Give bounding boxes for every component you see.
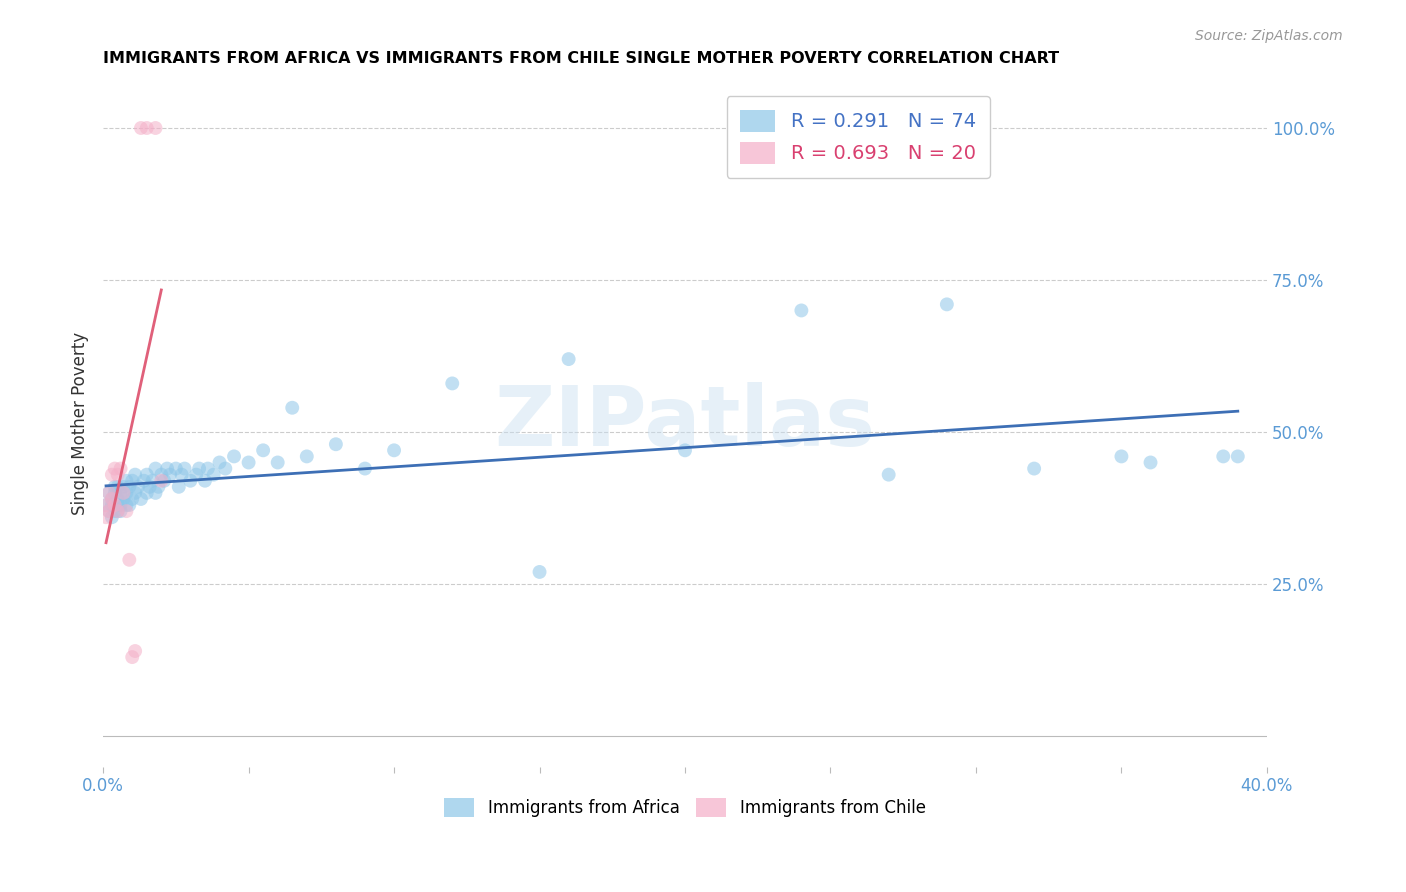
Point bbox=[135, 486, 157, 500]
Point bbox=[935, 297, 957, 311]
Point bbox=[124, 486, 146, 500]
Point bbox=[194, 474, 217, 488]
Text: ZIPatlas: ZIPatlas bbox=[495, 383, 876, 464]
Point bbox=[94, 498, 117, 512]
Point bbox=[145, 120, 167, 135]
Point bbox=[110, 486, 132, 500]
Point bbox=[138, 480, 160, 494]
Point bbox=[101, 491, 124, 506]
Point bbox=[101, 498, 124, 512]
Point bbox=[145, 461, 167, 475]
Point bbox=[107, 491, 129, 506]
Point bbox=[167, 480, 190, 494]
Point bbox=[173, 461, 195, 475]
Point bbox=[101, 491, 124, 506]
Point bbox=[94, 510, 117, 524]
Point bbox=[97, 486, 120, 500]
Point bbox=[132, 474, 155, 488]
Point bbox=[107, 467, 129, 482]
Point bbox=[877, 467, 900, 482]
Point bbox=[115, 486, 138, 500]
Point bbox=[107, 498, 129, 512]
Point bbox=[238, 455, 260, 469]
Point bbox=[165, 461, 187, 475]
Point bbox=[145, 486, 167, 500]
Point bbox=[104, 498, 127, 512]
Point bbox=[104, 486, 127, 500]
Point bbox=[673, 443, 696, 458]
Point bbox=[121, 491, 143, 506]
Point bbox=[790, 303, 813, 318]
Point bbox=[281, 401, 304, 415]
Point bbox=[197, 461, 219, 475]
Point bbox=[325, 437, 347, 451]
Point bbox=[208, 455, 231, 469]
Point bbox=[112, 480, 135, 494]
Point bbox=[115, 498, 138, 512]
Point bbox=[115, 474, 138, 488]
Point bbox=[1111, 450, 1133, 464]
Point bbox=[170, 467, 193, 482]
Point bbox=[112, 491, 135, 506]
Point bbox=[135, 120, 157, 135]
Point bbox=[124, 467, 146, 482]
Point bbox=[150, 467, 173, 482]
Point bbox=[97, 504, 120, 518]
Point bbox=[118, 553, 141, 567]
Point bbox=[1139, 455, 1161, 469]
Point bbox=[97, 504, 120, 518]
Text: Source: ZipAtlas.com: Source: ZipAtlas.com bbox=[1195, 29, 1343, 43]
Point bbox=[150, 474, 173, 488]
Y-axis label: Single Mother Poverty: Single Mother Poverty bbox=[72, 332, 89, 515]
Point bbox=[202, 467, 225, 482]
Point bbox=[1212, 450, 1234, 464]
Point bbox=[214, 461, 236, 475]
Point bbox=[148, 480, 170, 494]
Point bbox=[104, 461, 127, 475]
Point bbox=[129, 491, 152, 506]
Point bbox=[121, 650, 143, 665]
Text: IMMIGRANTS FROM AFRICA VS IMMIGRANTS FROM CHILE SINGLE MOTHER POVERTY CORRELATIO: IMMIGRANTS FROM AFRICA VS IMMIGRANTS FRO… bbox=[103, 51, 1059, 66]
Point bbox=[107, 504, 129, 518]
Point bbox=[222, 450, 245, 464]
Legend: Immigrants from Africa, Immigrants from Chile: Immigrants from Africa, Immigrants from … bbox=[437, 791, 932, 823]
Point bbox=[101, 467, 124, 482]
Point bbox=[115, 504, 138, 518]
Point bbox=[1024, 461, 1046, 475]
Point bbox=[153, 474, 176, 488]
Point bbox=[1226, 450, 1249, 464]
Point bbox=[104, 480, 127, 494]
Point bbox=[124, 644, 146, 658]
Point bbox=[118, 498, 141, 512]
Point bbox=[557, 352, 579, 367]
Point bbox=[118, 480, 141, 494]
Point bbox=[121, 474, 143, 488]
Point bbox=[110, 498, 132, 512]
Point bbox=[135, 467, 157, 482]
Point bbox=[110, 461, 132, 475]
Point bbox=[159, 467, 181, 482]
Point bbox=[382, 443, 405, 458]
Point bbox=[186, 467, 208, 482]
Point bbox=[104, 504, 127, 518]
Point bbox=[156, 461, 179, 475]
Point bbox=[354, 461, 377, 475]
Point bbox=[441, 376, 464, 391]
Point bbox=[107, 504, 129, 518]
Point bbox=[188, 461, 211, 475]
Point bbox=[97, 486, 120, 500]
Point bbox=[142, 474, 165, 488]
Point bbox=[101, 510, 124, 524]
Point bbox=[112, 486, 135, 500]
Point bbox=[94, 498, 117, 512]
Point bbox=[129, 120, 152, 135]
Point bbox=[252, 443, 274, 458]
Point bbox=[267, 455, 290, 469]
Point bbox=[529, 565, 551, 579]
Point bbox=[127, 480, 149, 494]
Point bbox=[107, 480, 129, 494]
Point bbox=[295, 450, 318, 464]
Point bbox=[110, 504, 132, 518]
Point bbox=[179, 474, 201, 488]
